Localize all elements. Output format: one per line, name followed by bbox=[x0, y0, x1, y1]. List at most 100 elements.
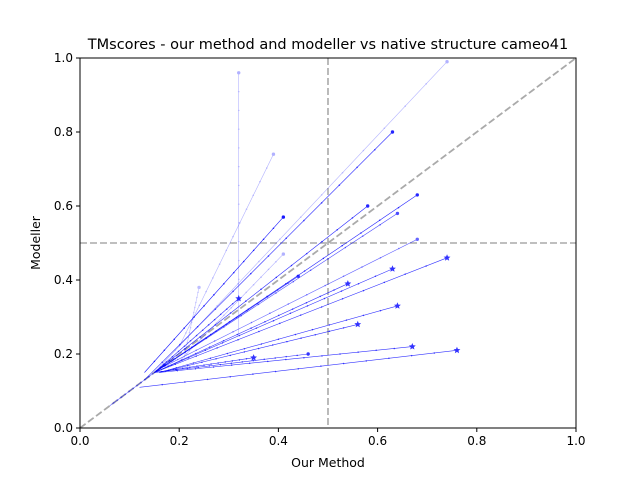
trajectory-step-point bbox=[245, 300, 247, 302]
trajectory-step-point bbox=[238, 334, 241, 337]
plot-frame bbox=[79, 57, 577, 429]
trajectory-step-point bbox=[339, 353, 341, 355]
trajectory-step-point bbox=[163, 349, 166, 352]
trajectory-step-point bbox=[299, 314, 302, 316]
trajectory-step-point bbox=[285, 355, 287, 358]
trajectory-step-point bbox=[324, 284, 326, 287]
trajectory-step-point bbox=[305, 301, 308, 304]
trajectory-step-point bbox=[189, 340, 192, 342]
trajectory-step-point bbox=[167, 365, 169, 367]
trajectory-step-point bbox=[197, 366, 200, 368]
trajectory-end-point bbox=[162, 363, 167, 367]
trajectory-step-point bbox=[357, 351, 359, 353]
trajectory-step-point bbox=[306, 305, 309, 307]
trajectory-step-point bbox=[225, 249, 228, 252]
trajectory-step-point bbox=[322, 257, 325, 260]
trajectory-step-point bbox=[250, 321, 253, 324]
trajectory-step-point bbox=[237, 278, 240, 280]
trajectory-step-point bbox=[314, 333, 316, 336]
x-tick-label: 0.0 bbox=[70, 434, 89, 448]
trajectory-step-point bbox=[393, 347, 396, 350]
trajectory-step-point bbox=[279, 322, 281, 325]
trajectory-step-point bbox=[161, 361, 163, 363]
trajectory-step-point bbox=[361, 266, 363, 268]
trajectory-step-point bbox=[229, 375, 231, 378]
trajectory-5 bbox=[178, 152, 276, 347]
trajectory-step-point bbox=[204, 349, 207, 352]
trajectory-step-point bbox=[250, 327, 252, 329]
trajectory-step-point bbox=[320, 306, 323, 308]
trajectory-step-point bbox=[287, 303, 290, 305]
trajectory-end-star bbox=[344, 280, 352, 287]
trajectory-step-point bbox=[219, 313, 222, 316]
trajectory-end-point bbox=[306, 352, 310, 356]
trajectory-step-point bbox=[189, 366, 191, 368]
trajectory-step-point bbox=[237, 299, 240, 301]
trajectory-step-point bbox=[203, 364, 205, 366]
trajectory-step-point bbox=[286, 340, 288, 343]
trajectory-step-point bbox=[300, 337, 302, 339]
trajectory-step-point bbox=[230, 307, 233, 309]
trajectory-step-point bbox=[161, 383, 163, 386]
trajectory-step-point bbox=[248, 362, 251, 364]
trajectory-step-point bbox=[192, 311, 195, 314]
trajectory-step-point bbox=[196, 326, 199, 328]
trajectory-step-point bbox=[159, 367, 162, 369]
trajectory-end-star bbox=[394, 302, 401, 309]
trajectory-end-point bbox=[390, 130, 395, 134]
trajectory-step-point bbox=[223, 282, 225, 285]
trajectory-step-point bbox=[328, 324, 331, 326]
trajectory-end-point bbox=[445, 60, 449, 64]
trajectory-step-point bbox=[305, 294, 308, 296]
trajectory-step-point bbox=[341, 244, 343, 247]
trajectory-step-point bbox=[289, 312, 292, 315]
trajectory-step-point bbox=[374, 275, 377, 278]
trajectory-step-point bbox=[275, 292, 277, 294]
trajectory-step-point bbox=[320, 365, 322, 367]
trajectory-end-star bbox=[453, 346, 461, 354]
trajectory-end-point bbox=[415, 237, 419, 241]
trajectory-step-point bbox=[173, 338, 175, 340]
trajectory-step-point bbox=[196, 296, 198, 299]
trajectory-17 bbox=[159, 343, 416, 373]
trajectory-end-star bbox=[443, 254, 451, 261]
trajectory-step-point bbox=[398, 247, 400, 250]
trajectory-step-point bbox=[186, 364, 189, 367]
trajectory-step-point bbox=[194, 344, 197, 346]
trajectory-step-point bbox=[265, 167, 268, 169]
trajectory-step-point bbox=[153, 360, 156, 363]
trajectory-step-point bbox=[294, 333, 297, 336]
trajectory-6 bbox=[154, 204, 370, 373]
trajectory-step-point bbox=[345, 319, 348, 321]
trajectory-step-point bbox=[277, 338, 280, 340]
trajectory-step-point bbox=[267, 360, 269, 363]
trajectory-step-point bbox=[285, 358, 287, 361]
trajectory-step-point bbox=[433, 352, 436, 354]
trajectory-step-point bbox=[208, 365, 211, 367]
trajectory-step-point bbox=[264, 321, 266, 323]
trajectory-step-point bbox=[309, 269, 312, 271]
trajectory-step-point bbox=[208, 329, 210, 332]
trajectory-end-point bbox=[197, 285, 201, 290]
trajectory-step-point bbox=[132, 387, 134, 390]
trajectory-step-point bbox=[212, 277, 214, 279]
trajectory-3 bbox=[144, 215, 286, 373]
trajectory-step-point bbox=[183, 327, 185, 329]
trajectory-step-point bbox=[215, 358, 217, 360]
trajectory-step-point bbox=[378, 219, 381, 222]
trajectory-step-point bbox=[321, 240, 323, 243]
trajectory-end-point bbox=[415, 193, 419, 197]
trajectory-end-point bbox=[365, 204, 370, 208]
x-tick-label: 1.0 bbox=[566, 434, 585, 448]
x-tick-label: 0.6 bbox=[368, 434, 387, 448]
trajectory-step-point bbox=[140, 381, 142, 384]
trajectory-step-point bbox=[216, 305, 218, 307]
trajectory-step-point bbox=[201, 361, 203, 363]
trajectory-step-point bbox=[136, 384, 138, 387]
trajectory-step-point bbox=[184, 347, 186, 350]
trajectory-14 bbox=[154, 294, 243, 373]
trajectory-step-point bbox=[186, 341, 189, 344]
trajectory-step-point bbox=[167, 369, 170, 372]
trajectory-line bbox=[178, 154, 274, 347]
